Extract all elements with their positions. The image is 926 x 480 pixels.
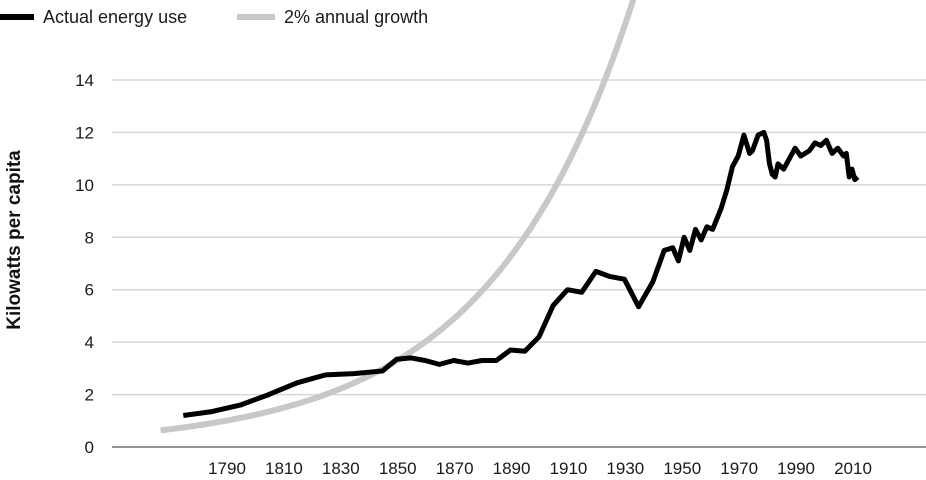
series-line-actual [182, 129, 860, 418]
x-tick-labels: 1790 1810 1830 1850 1870 1890 1910 1930 1950 1970… [208, 459, 872, 478]
x-tick-label: 1830 [322, 459, 360, 478]
y-tick-label: 6 [85, 281, 94, 300]
horizontal-gridlines [112, 79, 926, 448]
x-tick-label: 1870 [436, 459, 474, 478]
x-tick-label: 1910 [550, 459, 588, 478]
legend-label: 2% annual growth [284, 7, 428, 27]
x-tick-label: 1990 [777, 459, 815, 478]
y-tick-label: 8 [85, 228, 94, 247]
x-tick-label: 1930 [606, 459, 644, 478]
y-axis-title: Kilowatts per capita [4, 150, 25, 330]
x-tick-label: 1790 [208, 459, 246, 478]
x-tick-label: 1890 [493, 459, 531, 478]
series-lines [160, 0, 860, 434]
x-tick-label: 1850 [379, 459, 417, 478]
x-tick-label: 1970 [720, 459, 758, 478]
y-tick-label: 12 [75, 123, 94, 142]
y-tick-label: 10 [75, 176, 94, 195]
y-tick-label: 2 [85, 386, 94, 405]
legend: Actual energy use 2% annual growth [0, 7, 428, 27]
y-tick-labels: 0 2 4 6 8 10 12 14 [75, 71, 94, 457]
x-tick-label: 1810 [265, 459, 303, 478]
x-tick-label: 2010 [834, 459, 872, 478]
y-tick-label: 0 [85, 438, 94, 457]
legend-label: Actual energy use [43, 7, 187, 27]
x-tick-label: 1950 [663, 459, 701, 478]
series-line-growth [160, 0, 637, 434]
y-tick-label: 14 [75, 71, 94, 90]
y-tick-label: 4 [85, 333, 94, 352]
